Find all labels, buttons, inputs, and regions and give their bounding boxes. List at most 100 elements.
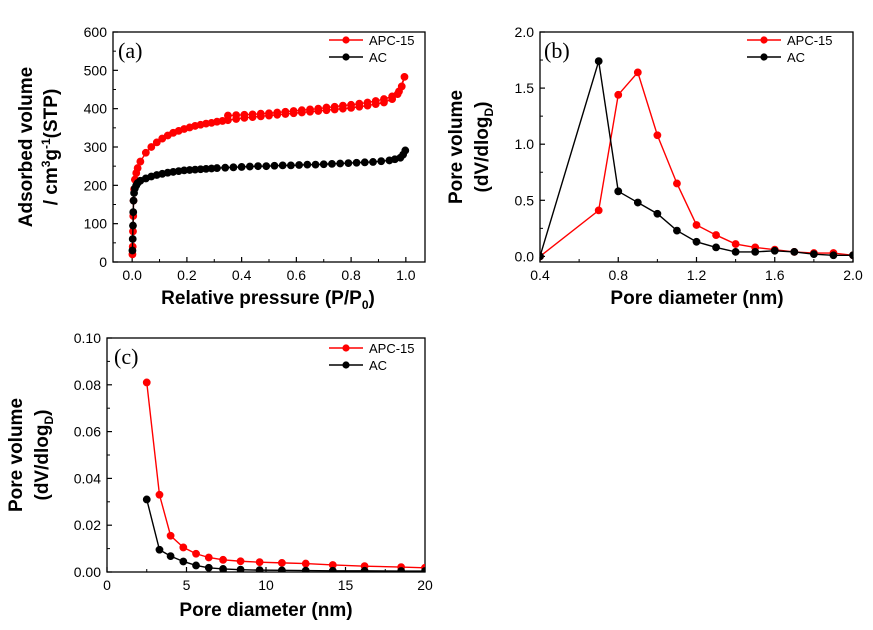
data-point-APC-15: [306, 105, 314, 114]
data-point-AC: [129, 221, 137, 230]
x-axis-label: Relative pressure (P/P0): [161, 288, 375, 312]
x-tick-label: 2.0: [843, 267, 863, 283]
data-point-AC: [278, 161, 287, 170]
data-point-APC-15: [240, 110, 249, 119]
data-point-APC-15: [355, 99, 364, 108]
data-point-APC-15: [731, 240, 740, 248]
data-point-AC: [369, 158, 377, 166]
data-point-AC: [673, 226, 681, 235]
data-point-APC-15: [133, 164, 142, 172]
legend-entry: AC: [787, 50, 805, 65]
y-tick-label: 200: [84, 177, 108, 193]
data-point-AC: [128, 246, 137, 255]
data-point-APC-15: [363, 98, 372, 107]
x-tick-label: 0.6: [287, 267, 307, 283]
data-point-AC: [236, 565, 245, 572]
data-point-AC: [614, 187, 623, 196]
data-point-APC-15: [347, 100, 356, 109]
data-point-APC-15: [395, 87, 403, 96]
data-point-AC: [377, 157, 386, 166]
data-point-AC: [192, 561, 200, 570]
data-point-AC: [278, 566, 286, 572]
data-point-AC: [401, 146, 410, 155]
data-point-AC: [129, 208, 138, 217]
y-tick-label: 0: [99, 254, 107, 270]
data-point-AC: [142, 495, 151, 504]
data-point-APC-15: [653, 131, 662, 140]
data-point-APC-15: [301, 559, 310, 568]
data-point-AC: [692, 237, 701, 246]
data-point-APC-15: [219, 555, 227, 564]
data-point-APC-15: [400, 72, 409, 81]
data-point-AC: [229, 163, 238, 172]
legend-entry: AC: [369, 358, 387, 373]
data-point-AC: [540, 252, 544, 261]
data-point-APC-15: [155, 490, 164, 499]
series-AC: [142, 495, 425, 572]
series-APC-15: [142, 378, 425, 572]
data-point-AC: [213, 164, 221, 172]
data-point-APC-15: [192, 549, 200, 558]
data-point-AC: [344, 159, 353, 167]
y-axis-label-line2: (dV/dlogD): [472, 102, 496, 193]
y-axis-label-line2: (dV/dlogD): [32, 410, 56, 501]
series-APC-15: [540, 68, 853, 261]
data-point-AC: [829, 251, 838, 260]
y-tick-label: 1.0: [515, 136, 535, 152]
y-tick-label: 0.0: [515, 248, 535, 264]
data-point-AC: [286, 161, 295, 170]
data-point-APC-15: [594, 206, 603, 215]
y-tick-label: 400: [84, 101, 108, 117]
x-tick-label: 0.0: [122, 267, 142, 283]
legend-entry: AC: [369, 50, 387, 65]
data-point-AC: [653, 209, 662, 218]
data-point-AC: [319, 160, 328, 169]
data-point-AC: [594, 57, 603, 66]
data-point-APC-15: [633, 68, 642, 77]
y-tick-label: 0.00: [74, 564, 101, 580]
data-point-AC: [421, 567, 425, 572]
data-point-AC: [254, 162, 262, 171]
data-point-APC-15: [273, 108, 282, 117]
data-point-APC-15: [371, 97, 380, 105]
panel-label: (a): [118, 38, 142, 63]
data-point-AC: [221, 163, 230, 172]
data-point-APC-15: [255, 558, 264, 567]
data-point-APC-15: [380, 95, 388, 103]
x-tick-label: 1.0: [396, 267, 416, 283]
data-point-APC-15: [166, 531, 175, 540]
data-point-AC: [336, 159, 345, 168]
data-point-AC: [731, 247, 740, 256]
data-point-AC: [328, 159, 336, 168]
y-axis-label-line1: Adsorbed volume: [16, 67, 37, 227]
data-point-AC: [128, 235, 137, 243]
legend-marker: [342, 361, 350, 369]
data-point-APC-15: [281, 107, 290, 116]
plot-frame-a: [112, 31, 426, 263]
data-point-AC: [179, 557, 188, 566]
data-point-APC-15: [330, 102, 339, 111]
data-point-AC: [360, 158, 369, 167]
data-point-APC-15: [297, 106, 306, 115]
series-line-AC: [146, 499, 425, 572]
x-tick-label: 0: [103, 577, 111, 593]
data-point-APC-15: [256, 109, 265, 118]
x-tick-label: 20: [417, 577, 433, 593]
chart-a: 0.0 0.2 0.4 0.6 0.8 1.0 0 100 200 300 400 500 600 (a)…: [16, 24, 426, 312]
data-point-APC-15: [322, 103, 331, 112]
y-tick-label: 0.5: [515, 192, 535, 208]
data-point-APC-15: [141, 148, 150, 157]
data-point-APC-15: [692, 221, 701, 229]
x-tick-label: 10: [258, 577, 274, 593]
series-AC: [540, 57, 853, 261]
data-point-AC: [751, 247, 760, 256]
data-point-AC: [270, 161, 279, 170]
x-tick-label: 0.8: [341, 267, 361, 283]
y-tick-label: 0.02: [74, 517, 101, 533]
data-point-APC-15: [136, 157, 145, 166]
data-point-APC-15: [388, 92, 397, 101]
data-point-AC: [295, 161, 304, 169]
chart-c: 0 5 10 15 20 0.00 0.02 0.04 0.06 0.08 0.10 (c) Pore …: [6, 330, 433, 621]
y-tick-label: 0.10: [74, 330, 101, 346]
x-tick-label: 5: [183, 577, 191, 593]
